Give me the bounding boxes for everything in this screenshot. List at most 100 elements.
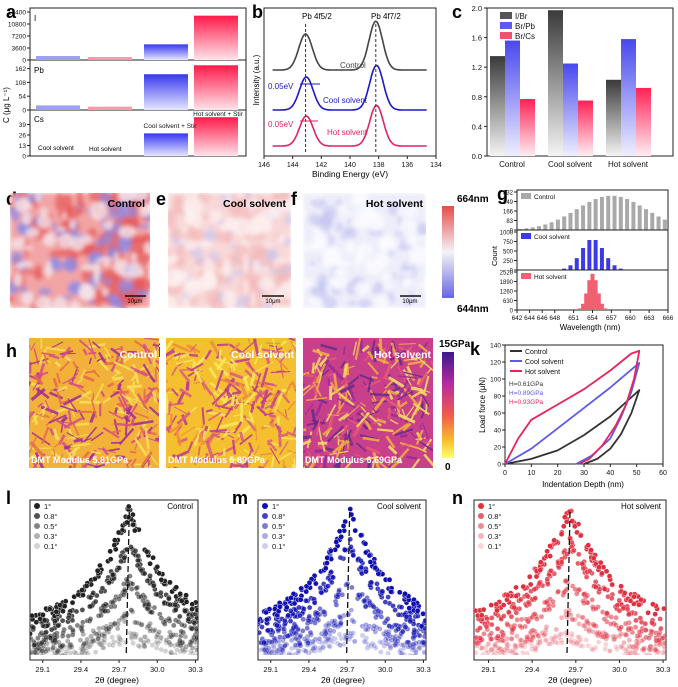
map-h-streak: [88, 351, 97, 355]
map-j-streak: [416, 378, 422, 386]
panel-letter-n: n: [452, 488, 463, 508]
map-i-streak: [215, 431, 233, 434]
xrd-dot: [327, 637, 333, 644]
xrd-dot: [131, 630, 137, 637]
xrd-dot: [128, 607, 134, 613]
g-bar: [593, 240, 598, 270]
xrd-dot: [412, 646, 418, 653]
map-h-streak: [38, 467, 40, 468]
map-j-streak: [322, 426, 333, 436]
map-j-streak: [317, 398, 328, 405]
map-e-blob: [218, 223, 231, 233]
xrd-dot: [525, 599, 532, 606]
g-bar: [593, 280, 598, 310]
map-d-blob: [102, 288, 109, 297]
xrd-dot: [495, 650, 502, 655]
map-i-streak: [173, 425, 183, 437]
map-h-streak: [91, 341, 101, 350]
map-i-streak: [177, 353, 182, 361]
xrd-dot: [495, 648, 502, 654]
panel-def: d e f Control Cool solvent Hot solvent 1…: [6, 189, 489, 315]
map-h-streak: [45, 414, 59, 427]
xrd-dot: [132, 527, 138, 534]
xrd-dot: [60, 642, 66, 649]
xrd-dot: [359, 632, 366, 639]
xrd-dot: [593, 631, 600, 637]
xrd-dot: [73, 650, 79, 655]
xrd-dot: [610, 636, 617, 643]
xrd-dot: [580, 598, 586, 604]
xrd-dot: [277, 650, 283, 655]
xrd-dots: [258, 506, 426, 655]
map-e-blob: [237, 293, 250, 307]
xrd-dot: [130, 521, 137, 528]
xrd-dot: [147, 620, 153, 627]
k-ytick-label: 80: [494, 394, 502, 401]
map-i-streak: [245, 417, 255, 424]
map-h-streak: [32, 374, 44, 386]
map-i-streak: [258, 465, 265, 468]
xrd-dot: [69, 631, 76, 638]
map-j-streak: [417, 371, 429, 388]
k-xtick-label: 40: [606, 470, 614, 477]
xrd-dot: [38, 647, 45, 653]
xrd-dot: [484, 653, 489, 655]
map-i-streak: [233, 413, 241, 417]
map-d-blob: [12, 217, 20, 222]
xrd-dot: [603, 641, 609, 648]
xrd-dot: [128, 544, 134, 550]
c-bar: [621, 39, 636, 156]
xrd-dot: [320, 644, 327, 650]
xrd-dot: [350, 630, 357, 636]
xrd-dot: [583, 637, 590, 643]
map-j-streak: [313, 385, 319, 397]
xrd-dot: [170, 632, 177, 638]
b-xtick-label: 138: [373, 162, 385, 169]
xrd-dot: [597, 631, 603, 637]
xrd-dot: [522, 639, 528, 645]
xrd-dot: [183, 643, 189, 650]
panel-a: a I Pb Cs C (μg L⁻¹) 0360072001080014400…: [2, 2, 247, 161]
xrd-dot: [403, 613, 410, 620]
xrd-dot: [261, 646, 268, 653]
g-bar: [596, 293, 601, 310]
map-i-streak: [218, 421, 239, 430]
xrd-dot: [174, 641, 181, 648]
map-j-streak: [398, 345, 418, 357]
map-d-blob: [111, 208, 126, 221]
modulus-i: DMT Modulus 5.89GPa: [168, 455, 266, 465]
xrd-dot: [333, 622, 340, 628]
xrd-dot: [382, 636, 389, 643]
map-h-streak: [118, 379, 125, 385]
xrd-dot: [411, 627, 418, 633]
map-j-streak: [407, 352, 411, 360]
xrd-dot: [57, 644, 64, 651]
xrd-dot: [284, 633, 291, 639]
map-j-streak: [391, 423, 409, 436]
map-e-blob: [279, 280, 291, 300]
xrd-dot: [265, 645, 272, 651]
xrd-dot: [407, 644, 414, 650]
map-h-streak: [118, 407, 125, 414]
map-j-streak: [399, 433, 408, 438]
map-e-blob: [221, 290, 237, 308]
map-i-streak: [229, 371, 244, 380]
xrd-dot: [601, 634, 608, 640]
xrd-dot: [269, 648, 276, 654]
xrd-dot: [324, 555, 331, 561]
xrd-dot: [321, 633, 328, 639]
xrd-dot: [626, 643, 632, 649]
map-i-streak: [261, 381, 278, 387]
map-j-streak: [377, 460, 388, 468]
xrd-dot: [95, 635, 101, 642]
xrd-dot: [293, 623, 299, 630]
map-h-streak: [38, 348, 47, 365]
xrd-dot: [133, 634, 139, 641]
xrd-dot: [576, 621, 582, 627]
xrd-dot: [33, 651, 40, 655]
xrd-dot: [652, 611, 658, 617]
xrd-dot: [569, 630, 575, 637]
g-ytick-label: 500: [503, 250, 514, 256]
map-j-streak: [325, 404, 337, 422]
xrd-dot: [379, 588, 386, 595]
